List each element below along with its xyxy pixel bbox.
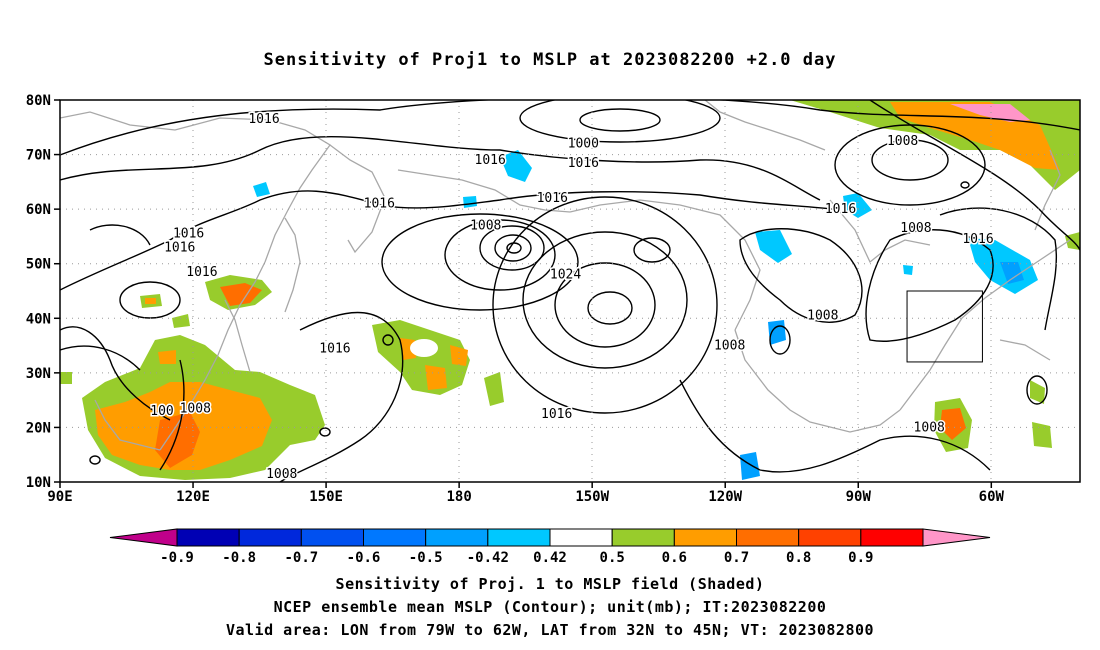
coastlines bbox=[60, 100, 1071, 451]
colorbar-segment bbox=[549, 528, 613, 547]
contour-label: 1008 bbox=[807, 309, 838, 324]
contour-label: 1008 bbox=[180, 401, 211, 416]
valid-area-box bbox=[906, 290, 983, 363]
contour-label: 1008 bbox=[714, 339, 745, 354]
contour-label: 1016 bbox=[248, 112, 279, 127]
lat-tick-label: 10N bbox=[26, 475, 51, 491]
contour-label: 1016 bbox=[164, 240, 195, 255]
lon-axis-labels: 90E 120E 150E 180 150W 120W 90W 60W bbox=[47, 489, 1004, 505]
colorbar-segment bbox=[425, 528, 489, 547]
contour-label: 1008 bbox=[887, 134, 918, 149]
colorbar-segment bbox=[611, 528, 675, 547]
lon-tick-label: 120W bbox=[708, 489, 742, 505]
colorbar-segment bbox=[176, 528, 240, 547]
lat-tick-label: 50N bbox=[26, 257, 51, 273]
contour-label: 1024 bbox=[550, 268, 581, 283]
colorbar-label: -0.6 bbox=[347, 550, 381, 566]
contour-label: 1008 bbox=[914, 420, 945, 435]
colorbar-label: 0.42 bbox=[533, 550, 567, 566]
contour-label: 1016 bbox=[541, 407, 572, 422]
colorbar-label: 0.8 bbox=[786, 550, 811, 566]
lon-tick-label: 120E bbox=[176, 489, 210, 505]
lon-tick-label: 90E bbox=[47, 489, 72, 505]
lon-tick-label: 90W bbox=[846, 489, 872, 505]
colorbar-segment bbox=[673, 528, 737, 547]
caption-line-3: Valid area: LON from 79W to 62W, LAT fro… bbox=[225, 621, 875, 639]
chart-title: Sensitivity of Proj1 to MSLP at 20230822… bbox=[263, 50, 837, 70]
lat-tick-label: 60N bbox=[26, 202, 51, 218]
colorbar-segment bbox=[798, 528, 862, 547]
colorbar-segment bbox=[487, 528, 551, 547]
colorbar-label: -0.7 bbox=[284, 550, 318, 566]
colorbar-segment bbox=[300, 528, 365, 547]
lon-tick-label: 150W bbox=[575, 489, 609, 505]
colorbar-label: -0.8 bbox=[222, 550, 256, 566]
colorbar-label: 0.7 bbox=[724, 550, 749, 566]
contour-label: 1008 bbox=[266, 467, 297, 482]
colorbar-segment bbox=[363, 528, 427, 547]
lon-tick-label: 60W bbox=[979, 489, 1005, 505]
colorbar-label: 0.9 bbox=[848, 550, 873, 566]
gridlines bbox=[60, 100, 1080, 482]
lat-tick-label: 80N bbox=[26, 93, 51, 109]
contour-label: 1016 bbox=[186, 265, 217, 280]
plot-frame bbox=[59, 99, 1081, 483]
lat-tick-label: 20N bbox=[26, 420, 51, 436]
contour-label: 1016 bbox=[825, 202, 856, 217]
colorbar-labels: -0.9 -0.8 -0.7 -0.6 -0.5 -0.42 0.42 0.5 0.6 0.7 0.… bbox=[160, 550, 873, 566]
lon-tick-label: 180 bbox=[446, 489, 471, 505]
contour-label: 1016 bbox=[173, 227, 204, 242]
colorbar-segment bbox=[736, 528, 800, 547]
sensitivity-shading bbox=[60, 100, 1080, 480]
contour-label: 1016 bbox=[475, 153, 506, 168]
mslp-contours bbox=[60, 100, 1080, 482]
colorbar-label: 0.6 bbox=[662, 550, 687, 566]
colorbar-label: 0.5 bbox=[600, 550, 625, 566]
lon-tick-label: 150E bbox=[309, 489, 343, 505]
colorbar bbox=[109, 528, 991, 547]
contour-label: 1016 bbox=[537, 191, 568, 206]
caption-line-1: Sensitivity of Proj. 1 to MSLP field (Sh… bbox=[335, 575, 765, 593]
contour-label: 1008 bbox=[900, 221, 931, 236]
contour-label: 1016 bbox=[962, 232, 993, 247]
contour-label: 100 bbox=[150, 404, 173, 419]
axis-ticks bbox=[54, 99, 993, 488]
colorbar-segment bbox=[860, 528, 924, 547]
contour-label: 1016 bbox=[364, 197, 395, 212]
colorbar-segment bbox=[238, 528, 302, 547]
lat-tick-label: 40N bbox=[26, 311, 51, 327]
lat-tick-label: 70N bbox=[26, 148, 51, 164]
contour-label: 1000 bbox=[568, 137, 599, 152]
contour-label: 1016 bbox=[568, 156, 599, 171]
colorbar-label: -0.5 bbox=[409, 550, 443, 566]
contour-label: 1008 bbox=[470, 219, 501, 234]
colorbar-label: -0.42 bbox=[467, 550, 509, 566]
lat-axis-labels: 80N 70N 60N 50N 40N 30N 20N 10N bbox=[26, 93, 51, 491]
colorbar-label: -0.9 bbox=[160, 550, 194, 566]
lat-tick-label: 30N bbox=[26, 366, 51, 382]
colorbar-low-arrow bbox=[109, 528, 178, 547]
contour-label: 1016 bbox=[319, 341, 350, 356]
colorbar-high-arrow bbox=[922, 528, 991, 547]
caption-line-2: NCEP ensemble mean MSLP (Contour); unit(… bbox=[273, 598, 827, 616]
